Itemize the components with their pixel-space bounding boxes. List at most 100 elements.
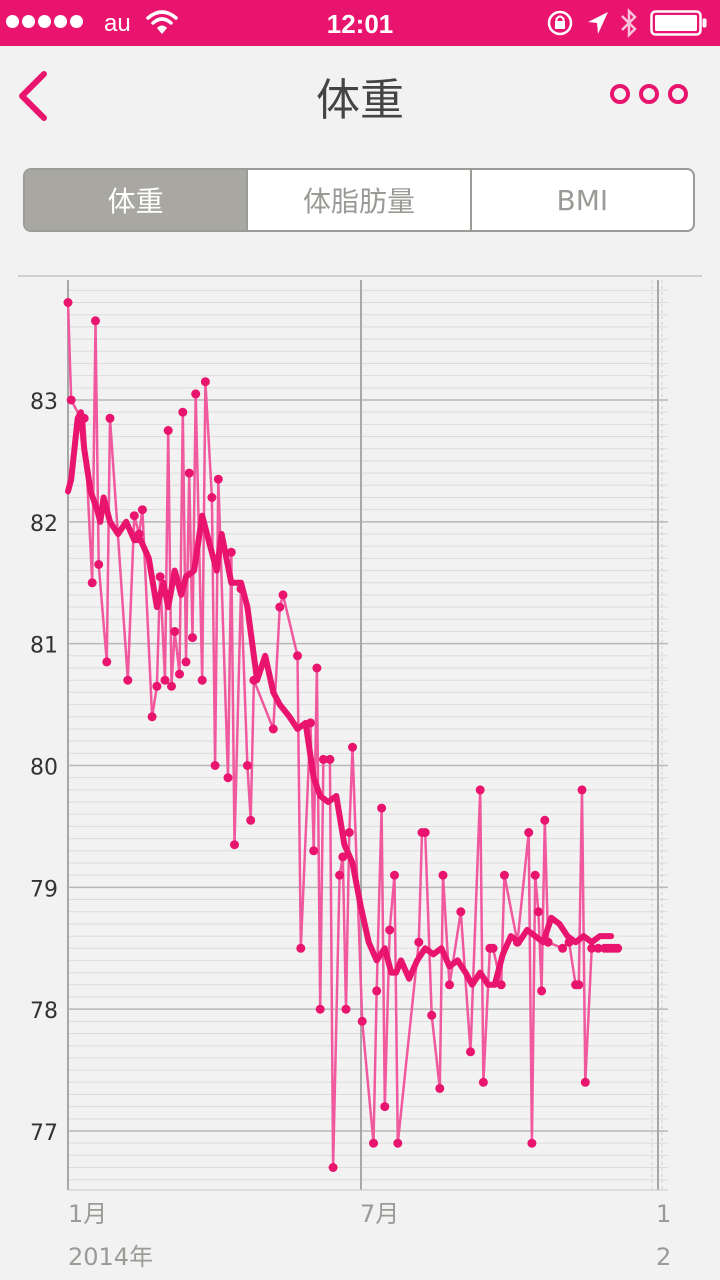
- y-tick-label: 80: [30, 756, 58, 781]
- data-point: [543, 937, 553, 947]
- data-point: [210, 761, 220, 770]
- data-point: [357, 1016, 367, 1026]
- data-point: [200, 377, 210, 387]
- data-point: [63, 298, 73, 307]
- location-arrow-icon: [588, 12, 608, 34]
- data-point: [499, 870, 509, 880]
- data-point: [577, 785, 587, 795]
- data-point: [512, 937, 522, 947]
- data-point: [527, 1138, 537, 1148]
- y-tick-label: 83: [30, 390, 58, 415]
- chevron-left-icon: [19, 71, 47, 121]
- data-point: [94, 560, 104, 569]
- tab-weight[interactable]: 体重: [25, 170, 247, 230]
- y-tick-label: 77: [30, 1121, 58, 1146]
- data-point: [427, 1010, 437, 1020]
- data-point: [390, 870, 399, 880]
- data-point: [160, 675, 170, 685]
- data-point: [537, 986, 547, 996]
- data-point: [540, 815, 550, 825]
- data-point: [155, 572, 165, 582]
- data-point: [385, 925, 395, 935]
- data-point: [435, 1083, 445, 1093]
- data-point: [181, 657, 191, 667]
- data-point: [275, 602, 285, 612]
- data-point: [587, 943, 597, 953]
- data-point: [372, 986, 382, 996]
- data-point: [236, 584, 246, 594]
- data-point: [593, 943, 603, 953]
- y-tick-label: 79: [30, 877, 58, 902]
- tab-body-fat[interactable]: 体脂肪量: [246, 170, 469, 230]
- data-point: [348, 742, 357, 752]
- data-point: [170, 627, 180, 636]
- data-point: [207, 493, 217, 502]
- data-point: [268, 724, 278, 734]
- more-dots-icon: [610, 84, 688, 104]
- data-point: [325, 754, 335, 764]
- data-point: [105, 413, 115, 423]
- data-point: [328, 1163, 338, 1172]
- data-point: [533, 907, 543, 917]
- data-point: [341, 1004, 351, 1014]
- data-point: [393, 1138, 403, 1148]
- data-point: [137, 505, 147, 515]
- y-tick-label: 81: [30, 634, 58, 659]
- data-point: [175, 669, 184, 679]
- y-tick-label: 78: [30, 999, 58, 1024]
- year-label: 2014年: [68, 1243, 153, 1271]
- data-point: [66, 395, 76, 405]
- data-point: [184, 468, 194, 478]
- data-point: [167, 681, 176, 691]
- data-point: [377, 803, 387, 813]
- data-point: [213, 474, 223, 484]
- data-point: [309, 846, 319, 856]
- back-button[interactable]: [14, 68, 58, 124]
- data-point: [338, 852, 348, 862]
- data-point: [87, 578, 97, 588]
- data-point: [242, 761, 252, 770]
- x-tick-label: 1: [656, 1200, 671, 1228]
- data-point: [152, 681, 162, 691]
- data-point: [530, 870, 540, 880]
- data-point: [478, 1077, 488, 1087]
- data-point: [163, 426, 173, 435]
- data-point: [613, 943, 623, 953]
- data-point: [123, 675, 133, 685]
- data-point: [496, 980, 506, 990]
- data-point: [134, 529, 144, 539]
- data-point: [380, 1102, 390, 1112]
- data-point: [524, 828, 534, 837]
- data-point: [79, 413, 89, 423]
- data-point: [558, 943, 568, 953]
- more-button[interactable]: [606, 78, 692, 110]
- data-point: [456, 907, 466, 917]
- data-point: [315, 1004, 325, 1014]
- data-point: [306, 718, 315, 728]
- data-point: [344, 828, 354, 837]
- data-point: [91, 316, 100, 326]
- data-point: [438, 870, 448, 880]
- measurement-line: [66, 302, 618, 1169]
- data-point: [312, 663, 322, 673]
- rotation-lock-icon: [547, 10, 573, 36]
- metric-segmented-control: 体重 体脂肪量 BMI: [23, 168, 695, 232]
- y-tick-label: 82: [30, 512, 58, 537]
- data-point: [293, 651, 302, 661]
- data-point: [129, 511, 139, 521]
- data-point: [574, 980, 584, 990]
- data-point: [226, 547, 236, 557]
- data-point: [197, 675, 207, 685]
- year-label: 2: [656, 1243, 671, 1271]
- chart-divider: [18, 275, 702, 277]
- tab-bmi[interactable]: BMI: [469, 170, 693, 230]
- signal-dots-icon: [6, 15, 83, 28]
- data-point: [564, 937, 574, 947]
- data-point: [223, 773, 233, 783]
- data-point: [466, 1047, 475, 1057]
- battery-icon: [650, 10, 707, 36]
- data-point: [188, 633, 197, 643]
- data-point: [580, 1077, 590, 1087]
- data-point: [420, 828, 430, 837]
